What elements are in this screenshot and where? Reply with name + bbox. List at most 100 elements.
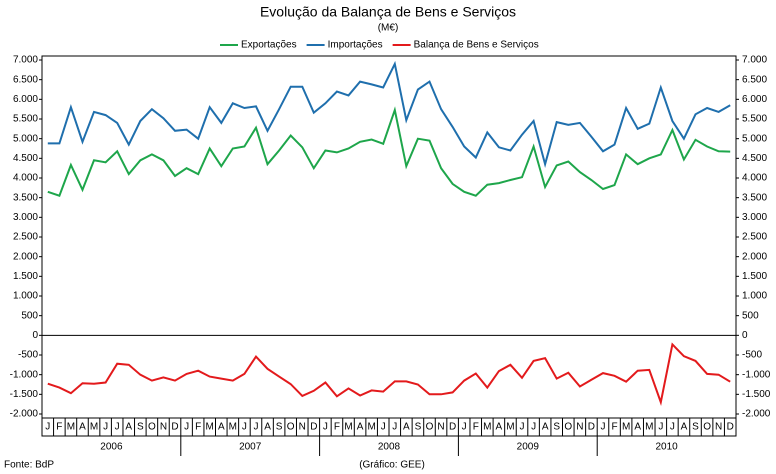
y-tick-label: 2.000 bbox=[13, 251, 38, 262]
x-tick-label: J bbox=[392, 422, 397, 433]
legend: Exportações Importações Balança de Bens e … bbox=[220, 40, 539, 51]
y2-tick-label: -1.500 bbox=[742, 389, 771, 400]
x-tick-label: O bbox=[148, 422, 156, 433]
x-tick-label: M bbox=[645, 422, 653, 433]
x-tick-label: M bbox=[483, 422, 491, 433]
y-tick-label: 4.000 bbox=[13, 173, 38, 184]
year-label: 2010 bbox=[655, 442, 678, 453]
y-tick-label: 4.500 bbox=[13, 153, 38, 164]
x-tick-label: J bbox=[253, 422, 258, 433]
x-tick-label: O bbox=[287, 422, 295, 433]
x-tick-label: A bbox=[125, 422, 132, 433]
y2-tick-label: 2.000 bbox=[742, 251, 767, 262]
x-tick-label: A bbox=[403, 422, 410, 433]
x-tick-label: A bbox=[542, 422, 549, 433]
x-tick-label: A bbox=[79, 422, 86, 433]
x-tick-label: N bbox=[160, 422, 167, 433]
source: Fonte: BdP bbox=[4, 460, 54, 471]
chart-subtitle: (M€) bbox=[378, 23, 399, 34]
y2-tick-label: 500 bbox=[742, 310, 759, 321]
legend-label: Exportações bbox=[241, 40, 297, 51]
x-tick-label: F bbox=[473, 422, 479, 433]
x-tick-label: M bbox=[206, 422, 214, 433]
y2-tick-label: 1.500 bbox=[742, 271, 767, 282]
y-tick-label: 1.000 bbox=[13, 291, 38, 302]
y2-tick-label: 2.500 bbox=[742, 232, 767, 243]
plot-frame bbox=[41, 55, 737, 437]
x-tick-label: F bbox=[56, 422, 62, 433]
year-label: 2006 bbox=[100, 442, 123, 453]
y2-tick-label: 0 bbox=[742, 330, 748, 341]
x-tick-label: J bbox=[670, 422, 675, 433]
y-tick-label: 6.000 bbox=[13, 94, 38, 105]
x-tick-label: J bbox=[45, 422, 50, 433]
legend-label: Importações bbox=[328, 40, 383, 51]
x-tick-label: S bbox=[692, 422, 699, 433]
x-tick-label: D bbox=[588, 422, 595, 433]
x-tick-label: N bbox=[437, 422, 444, 433]
y-tick-label: 1.500 bbox=[13, 271, 38, 282]
x-tick-label: S bbox=[137, 422, 144, 433]
x-tick-label: M bbox=[67, 422, 75, 433]
x-tick-label: J bbox=[242, 422, 247, 433]
x-tick-label: S bbox=[553, 422, 560, 433]
y2-tick-label: 6.500 bbox=[742, 74, 767, 85]
x-tick-label: M bbox=[90, 422, 98, 433]
y-tick-label: -2.000 bbox=[10, 409, 39, 420]
x-tick-label: M bbox=[506, 422, 514, 433]
year-label: 2007 bbox=[239, 442, 262, 453]
x-tick-label: J bbox=[462, 422, 467, 433]
x-tick-label: S bbox=[415, 422, 422, 433]
x-tick-label: J bbox=[600, 422, 605, 433]
y-tick-label: 5.000 bbox=[13, 133, 38, 144]
year-label: 2009 bbox=[517, 442, 540, 453]
credit: (Gráfico: GEE) bbox=[359, 460, 425, 471]
y2-tick-label: -2.000 bbox=[742, 409, 771, 420]
x-tick-label: J bbox=[381, 422, 386, 433]
y-tick-label: 5.500 bbox=[13, 114, 38, 125]
y-tick-label: 2.500 bbox=[13, 232, 38, 243]
y2-tick-label: 4.000 bbox=[742, 173, 767, 184]
y2-tick-label: 4.500 bbox=[742, 153, 767, 164]
y2-tick-label: -1.000 bbox=[742, 369, 771, 380]
x-tick-label: D bbox=[727, 422, 734, 433]
x-tick-label: A bbox=[264, 422, 271, 433]
series-line bbox=[47, 60, 731, 169]
x-tick-label: D bbox=[449, 422, 456, 433]
series-line bbox=[47, 342, 731, 406]
x-tick-label: J bbox=[531, 422, 536, 433]
y-tick-label: -500 bbox=[18, 350, 38, 361]
x-tick-label: A bbox=[681, 422, 688, 433]
y2-tick-label: -500 bbox=[742, 350, 762, 361]
x-tick-label: D bbox=[171, 422, 178, 433]
legend-label: Balança de Bens e Serviços bbox=[414, 40, 539, 51]
x-tick-label: N bbox=[715, 422, 722, 433]
y-tick-label: 3.500 bbox=[13, 192, 38, 203]
y-tick-label: -1.500 bbox=[10, 389, 39, 400]
x-tick-label: D bbox=[310, 422, 317, 433]
x-tick-label: M bbox=[367, 422, 375, 433]
x-tick-label: J bbox=[184, 422, 189, 433]
y2-tick-label: 3.500 bbox=[742, 192, 767, 203]
x-tick-label: F bbox=[611, 422, 617, 433]
y-tick-label: 0 bbox=[32, 330, 38, 341]
y-tick-label: -1.000 bbox=[10, 369, 39, 380]
year-label: 2008 bbox=[378, 442, 401, 453]
x-tick-label: M bbox=[344, 422, 352, 433]
series-line bbox=[47, 106, 731, 197]
y2-tick-label: 3.000 bbox=[742, 212, 767, 223]
x-tick-label: O bbox=[426, 422, 434, 433]
x-tick-label: F bbox=[195, 422, 201, 433]
x-tick-label: N bbox=[576, 422, 583, 433]
x-tick-label: M bbox=[229, 422, 237, 433]
x-tick-label: J bbox=[103, 422, 108, 433]
y-tick-label: 6.500 bbox=[13, 74, 38, 85]
y2-tick-label: 7.000 bbox=[742, 55, 767, 66]
y-tick-label: 3.000 bbox=[13, 212, 38, 223]
x-tick-label: J bbox=[323, 422, 328, 433]
y-tick-label: 500 bbox=[21, 310, 38, 321]
x-tick-label: O bbox=[564, 422, 572, 433]
y-tick-label: 7.000 bbox=[13, 55, 38, 66]
y2-tick-label: 1.000 bbox=[742, 291, 767, 302]
